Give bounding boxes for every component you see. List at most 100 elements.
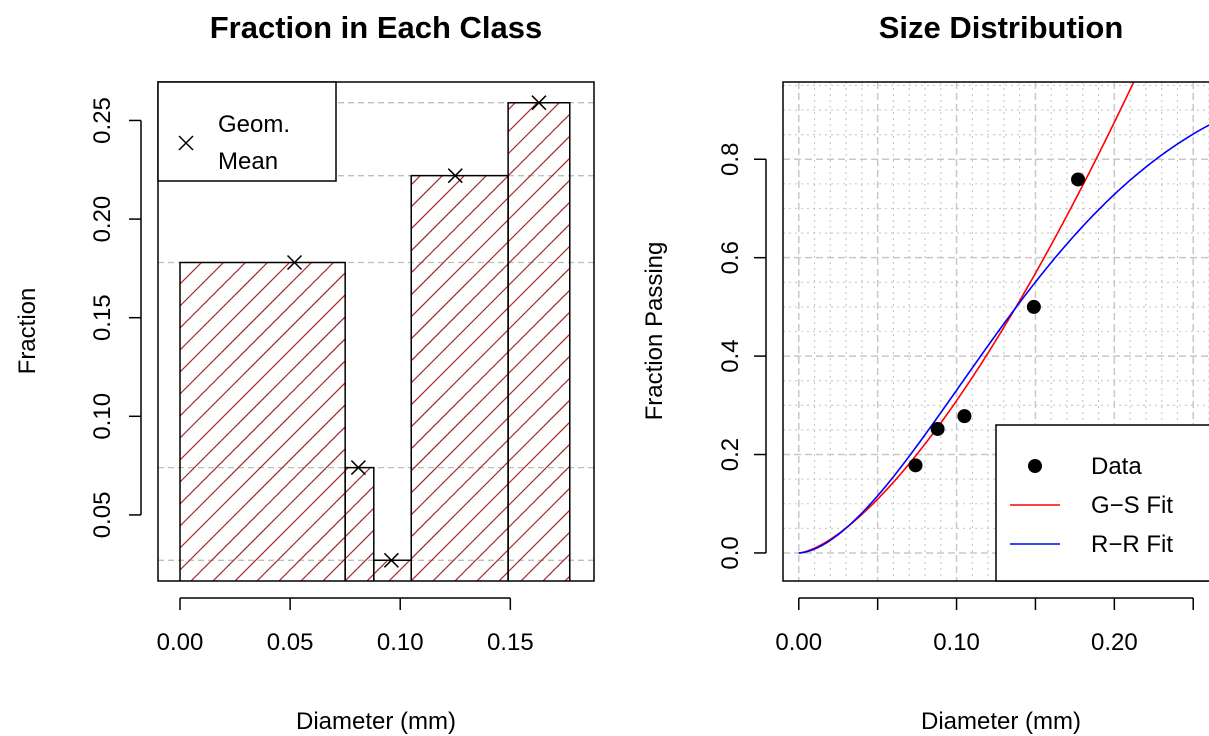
histogram-bar <box>410 174 509 581</box>
hatch-line <box>508 443 570 507</box>
hatch-line <box>411 263 509 362</box>
left-x-axis: 0.00 0.05 0.10 0.15 <box>157 597 534 656</box>
hatch-line <box>508 102 561 155</box>
right-panel: Size Distribution 0.00 0.10 0.20 0.0 0.2 0.4… <box>641 10 1209 735</box>
right-x-axis: 0.00 0.10 0.20 <box>775 597 1194 656</box>
hatch-line <box>278 514 346 581</box>
x-tick-label: 0.15 <box>487 629 534 656</box>
hatch-line <box>345 551 374 581</box>
hatch-line <box>345 529 374 560</box>
hatch-line <box>366 573 374 581</box>
data-point <box>930 421 945 436</box>
hatch-line <box>411 329 509 428</box>
left-x-axis-label: Diameter (mm) <box>296 708 456 735</box>
hatch-line <box>508 509 570 573</box>
x-tick-label: 0.05 <box>267 629 314 656</box>
hatch-line <box>411 175 509 274</box>
hatch-line <box>300 536 346 581</box>
hatch-line <box>180 262 225 307</box>
hatch-line <box>454 527 509 581</box>
hatch-line <box>180 272 346 439</box>
hatch-line <box>508 157 570 221</box>
hatch-line <box>411 307 509 406</box>
hatch-line <box>411 175 488 252</box>
hatch-line <box>432 505 509 581</box>
right-data-points <box>908 172 1086 473</box>
hatch-line <box>476 549 509 581</box>
hatch-line <box>520 531 570 581</box>
hatch-line <box>180 262 291 373</box>
data-point <box>957 409 972 424</box>
histogram-bar <box>344 466 375 581</box>
hatch-line <box>180 262 335 417</box>
bar-outline <box>344 466 375 581</box>
hatch-line <box>345 485 374 516</box>
hatch-line <box>411 285 509 384</box>
hatch-line <box>508 333 570 397</box>
y-tick-label: 0.10 <box>89 393 116 440</box>
histogram-bar <box>507 101 571 581</box>
hatch-line <box>508 399 570 463</box>
data-point <box>908 458 923 473</box>
hatch-line <box>411 417 509 516</box>
hatch-line <box>180 294 346 461</box>
hatch-line <box>411 373 509 472</box>
hatch-line <box>212 448 346 581</box>
left-legend-box <box>157 81 337 182</box>
hatch-line <box>234 470 346 581</box>
hatch-line <box>410 580 412 581</box>
hatch-line <box>373 560 389 575</box>
hatch-line <box>508 465 570 529</box>
y-tick-label: 0.15 <box>89 294 116 341</box>
left-bars <box>179 101 571 581</box>
right-legend: Data G−S Fit R−R Fit <box>995 424 1209 582</box>
bar-hatching <box>373 560 412 581</box>
geom-mean-marker <box>383 552 399 568</box>
rr-fit-curve <box>798 124 1209 554</box>
hatch-line <box>322 558 346 581</box>
legend-rr-label: R−R Fit <box>1091 531 1173 558</box>
bar-outline <box>179 261 346 581</box>
hatch-line <box>180 382 346 549</box>
hatch-line <box>508 355 570 419</box>
hatch-line <box>411 219 509 318</box>
hatch-line <box>180 262 269 351</box>
hatch-line <box>411 197 509 296</box>
hatch-line <box>180 262 247 329</box>
hatch-line <box>345 467 372 494</box>
data-point <box>1026 299 1041 314</box>
right-y-axis: 0.0 0.2 0.4 0.6 0.8 <box>717 143 767 570</box>
hatch-line <box>180 360 346 527</box>
left-y-axis: 0.05 0.10 0.15 0.20 0.25 <box>89 97 142 538</box>
hatch-line <box>411 175 444 208</box>
right-chart-title: Size Distribution <box>879 10 1124 45</box>
hatch-line <box>508 421 570 485</box>
hatch-line <box>508 201 570 265</box>
hatch-line <box>411 439 509 538</box>
hatch-line <box>508 289 570 353</box>
bar-hatching <box>180 262 346 581</box>
hatch-line <box>508 179 570 243</box>
hatch-line <box>345 507 374 538</box>
geom-mean-marker <box>531 95 547 111</box>
left-geom-mean-markers <box>286 95 547 568</box>
hatch-line <box>190 426 346 581</box>
histogram-bar <box>179 261 346 581</box>
x-tick-label: 0.20 <box>1091 629 1138 656</box>
hatch-line <box>542 553 570 581</box>
hatch-line <box>508 102 539 133</box>
left-legend: Geom. Mean <box>157 81 337 182</box>
left-panel: Fraction in Each Class 0.00 0.05 0.10 0.15 … <box>14 10 595 735</box>
hatch-line <box>508 245 570 309</box>
hatch-line <box>508 267 570 331</box>
bar-hatching <box>411 175 509 581</box>
y-tick-label: 0.4 <box>717 339 744 372</box>
hatch-line <box>508 223 570 287</box>
hatch-line <box>411 461 509 560</box>
y-tick-label: 0.6 <box>717 241 744 274</box>
hatch-line <box>411 241 509 340</box>
hatch-line <box>508 377 570 441</box>
bar-hatching <box>345 467 374 581</box>
y-tick-label: 0.20 <box>89 196 116 243</box>
